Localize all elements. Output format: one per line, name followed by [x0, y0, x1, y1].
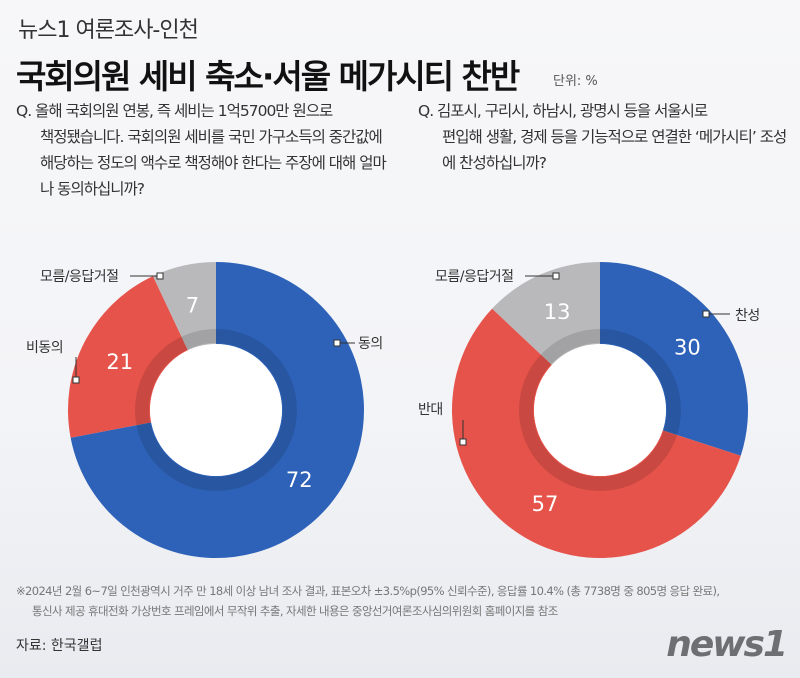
slice-동의 — [70, 262, 364, 559]
donut-chart-2: 30 57 13 — [452, 262, 749, 558]
callout-disagree: 비동의 — [26, 340, 80, 384]
slice-비동의 — [67, 276, 188, 438]
question-1-line1: Q. 올해 국회의원 연봉, 즉 세비는 1억5700만 원으로 — [16, 102, 333, 120]
question-1: Q. 올해 국회의원 연봉, 즉 세비는 1억5700만 원으로 책정됐습니다.… — [16, 98, 396, 202]
question-2-rest: 편입해 생활, 경제 등을 기능적으로 연결한 ‘메가시티’ 조성에 찬성하십니… — [442, 128, 787, 172]
callout-oppose: 반대 — [418, 402, 467, 446]
callout-unknown-1: 모름/응답거절 — [40, 269, 164, 285]
unit-label: 단위: % — [553, 74, 598, 89]
value-label-모름/응답거절: 7 — [186, 294, 199, 318]
slice-반대 — [452, 308, 741, 558]
label-unknown-1: 모름/응답거절 — [40, 269, 119, 285]
callout-unknown-2: 모름/응답거절 — [435, 269, 560, 285]
question-2-line1: Q. 김포시, 구리시, 하남시, 광명시 등을 서울시로 — [418, 102, 708, 120]
label-favor: 찬성 — [735, 308, 760, 324]
slice-찬성 — [600, 262, 749, 456]
value-label-모름/응답거절: 13 — [544, 300, 571, 324]
donut-inner-shadow — [519, 329, 681, 491]
question-2: Q. 김포시, 구리시, 하남시, 광명시 등을 서울시로 편입해 생활, 경제… — [418, 98, 798, 176]
news1-logo: news1 — [666, 624, 788, 665]
donut-hole — [534, 344, 666, 476]
note-line2: 통신사 제공 휴대전화 가상번호 프레임에서 무작위 추출, 자세한 내용은 중… — [32, 604, 558, 618]
label-oppose: 반대 — [418, 402, 443, 418]
value-label-찬성: 30 — [674, 336, 701, 360]
question-1-rest: 책정됐습니다. 국회의원 세비를 국민 가구소득의 중간값에 해당하는 정도의 … — [40, 128, 387, 198]
source: 자료: 한국갤럽 — [16, 638, 103, 654]
donut-hole — [150, 344, 282, 476]
label-unknown-2: 모름/응답거절 — [435, 269, 514, 285]
value-label-비동의: 21 — [106, 350, 133, 374]
callout-agree: 동의 — [333, 336, 383, 352]
callout-favor: 찬성 — [702, 308, 760, 324]
slice-모름/응답거절 — [152, 262, 216, 351]
kicker: 뉴스1 여론조사-인천 — [18, 18, 199, 43]
donut-chart-1: 72 21 7 — [67, 262, 364, 559]
value-label-동의: 72 — [286, 468, 313, 492]
note-line1: ※2024년 2월 6~7일 인천광역시 거주 만 18세 이상 남녀 조사 결… — [16, 584, 720, 598]
slice-모름/응답거절 — [492, 262, 600, 365]
value-label-반대: 57 — [532, 492, 559, 516]
donut-inner-shadow — [135, 329, 297, 491]
page-title: 국회의원 세비 축소·서울 메가시티 찬반 — [16, 57, 520, 96]
label-agree: 동의 — [358, 336, 383, 352]
label-disagree: 비동의 — [26, 340, 63, 356]
survey-note: ※2024년 2월 6~7일 인천광역시 거주 만 18세 이상 남녀 조사 결… — [16, 581, 720, 621]
